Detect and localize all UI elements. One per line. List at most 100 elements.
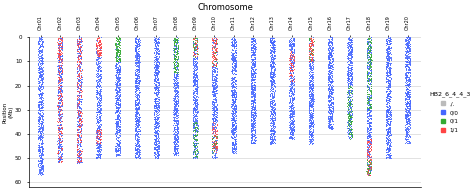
Point xyxy=(117,38,124,41)
Point xyxy=(154,71,161,74)
Point xyxy=(35,171,43,174)
Point xyxy=(267,75,275,78)
Point xyxy=(209,140,216,143)
Point xyxy=(269,121,276,124)
Point xyxy=(173,65,181,68)
Point xyxy=(155,90,162,93)
Point xyxy=(268,116,276,119)
Point xyxy=(308,122,316,125)
Point xyxy=(190,63,197,66)
Point xyxy=(348,135,356,138)
Point xyxy=(56,56,64,59)
Point xyxy=(308,131,315,135)
Point xyxy=(55,107,62,110)
Point xyxy=(94,73,101,76)
Point xyxy=(268,126,275,129)
Point xyxy=(248,62,255,65)
Point xyxy=(35,86,42,89)
Point xyxy=(57,52,64,55)
Point xyxy=(384,52,392,55)
Point xyxy=(228,120,236,124)
Point xyxy=(401,84,409,87)
Point xyxy=(267,82,275,86)
Point xyxy=(73,40,81,43)
Point xyxy=(172,38,179,41)
Point xyxy=(93,43,101,46)
Point xyxy=(326,60,333,63)
Point xyxy=(135,146,143,149)
Point xyxy=(54,70,62,73)
Point xyxy=(310,124,317,127)
Point xyxy=(114,123,122,126)
Point xyxy=(113,47,120,50)
Point xyxy=(366,138,374,141)
Point xyxy=(403,84,411,87)
Point xyxy=(210,39,217,42)
Point xyxy=(385,146,393,149)
Point xyxy=(348,48,356,51)
Point xyxy=(153,77,161,80)
Point xyxy=(269,134,277,137)
Point xyxy=(190,81,197,84)
Point xyxy=(151,41,158,44)
Point xyxy=(189,106,197,109)
Point xyxy=(151,70,159,74)
Point xyxy=(268,93,276,97)
Point xyxy=(230,102,238,105)
Point xyxy=(230,107,237,110)
Point xyxy=(308,80,315,83)
Point xyxy=(247,134,255,137)
Point xyxy=(210,146,218,149)
Point xyxy=(385,139,393,142)
Point xyxy=(36,73,44,76)
Point xyxy=(155,92,162,95)
Point xyxy=(170,77,178,80)
Point xyxy=(306,99,313,102)
Point xyxy=(267,116,274,120)
Point xyxy=(75,60,83,63)
Point xyxy=(38,52,46,55)
Point xyxy=(173,104,180,107)
Point xyxy=(268,87,275,90)
Point xyxy=(153,152,161,155)
Point xyxy=(135,106,143,109)
Point xyxy=(96,44,104,47)
Point xyxy=(367,85,374,88)
Point xyxy=(135,130,143,133)
Point xyxy=(250,66,258,69)
Point xyxy=(58,94,66,97)
Point xyxy=(112,144,119,147)
Point xyxy=(232,142,240,145)
Point xyxy=(250,101,257,104)
Point xyxy=(367,120,375,123)
Point xyxy=(152,58,160,61)
Point xyxy=(97,119,105,122)
Point xyxy=(173,135,181,138)
Point xyxy=(306,127,314,131)
Point xyxy=(211,156,219,159)
Point xyxy=(56,65,64,68)
Point xyxy=(288,68,295,71)
Point xyxy=(209,137,216,140)
Point xyxy=(288,69,295,72)
Point xyxy=(364,90,371,93)
Point xyxy=(406,110,413,113)
Point xyxy=(133,79,141,82)
Point xyxy=(249,61,256,64)
Point xyxy=(288,114,296,117)
Point xyxy=(387,134,394,137)
Point xyxy=(328,95,336,98)
Point xyxy=(405,91,412,94)
Point xyxy=(308,93,315,96)
Point xyxy=(308,87,316,90)
Point xyxy=(290,75,298,78)
Point xyxy=(386,121,394,124)
Point xyxy=(132,128,139,131)
Point xyxy=(271,101,279,105)
Point xyxy=(364,81,372,84)
Point xyxy=(288,80,295,83)
Point xyxy=(249,89,257,93)
Point xyxy=(231,93,238,96)
Point xyxy=(155,124,163,127)
Point xyxy=(384,138,392,141)
